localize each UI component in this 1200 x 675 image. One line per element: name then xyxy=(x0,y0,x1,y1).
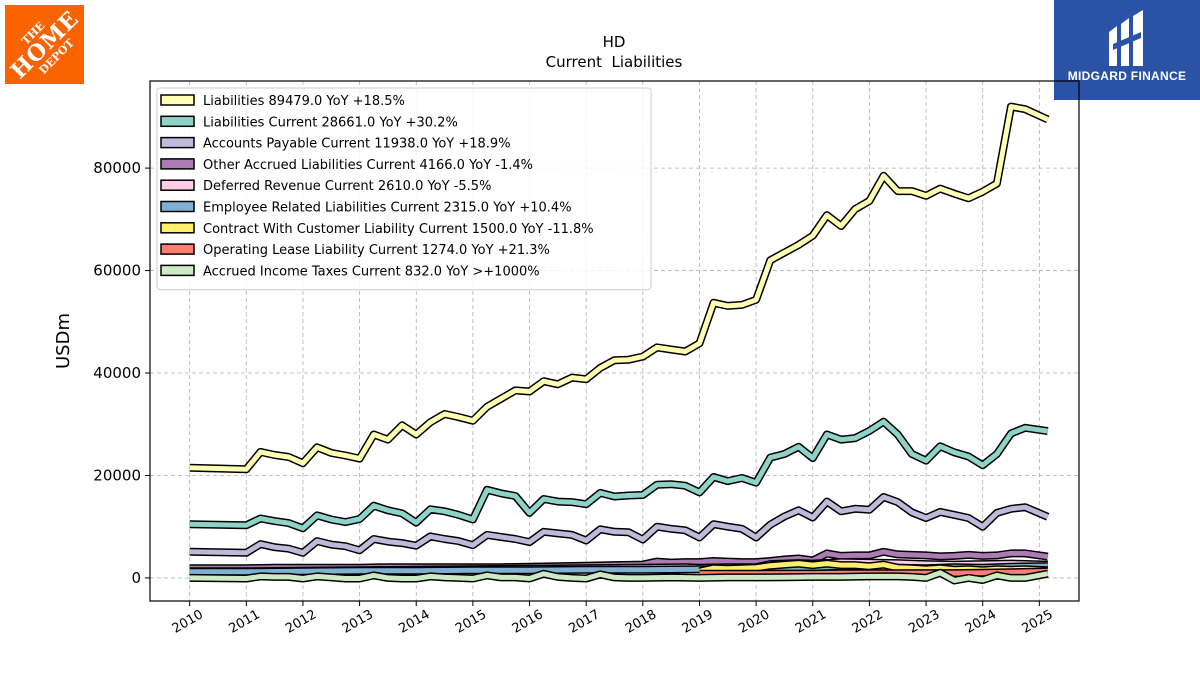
series-1 xyxy=(189,102,1050,474)
series-2 xyxy=(189,417,1049,533)
legend-entry: Other Accrued Liabilities Current 4166.0… xyxy=(160,158,533,173)
legend-label: Operating Lease Liability Current 1274.0… xyxy=(203,243,550,258)
series-line xyxy=(189,570,1049,583)
x-tick-label: 2025 xyxy=(1020,607,1056,637)
chart-title: HD xyxy=(603,33,626,51)
x-tick-label: 2015 xyxy=(453,607,489,637)
legend-label: Contract With Customer Liability Current… xyxy=(203,222,594,237)
legend-swatch xyxy=(160,264,195,277)
y-tick-label: 40000 xyxy=(93,364,141,382)
y-axis-label: USDm xyxy=(53,313,74,369)
x-tick-label: 2018 xyxy=(623,607,659,637)
x-tick-label: 2024 xyxy=(963,607,999,637)
x-tick-label: 2012 xyxy=(283,607,319,637)
legend-label: Deferred Revenue Current 2610.0 YoY -5.5… xyxy=(203,179,491,194)
legend-label: Liabilities Current 28661.0 YoY +30.2% xyxy=(203,115,458,130)
legend-entry: Accrued Income Taxes Current 832.0 YoY >… xyxy=(160,264,540,279)
legend-swatch xyxy=(160,243,195,255)
y-tick-label: 60000 xyxy=(93,262,141,280)
y-tick-label: 80000 xyxy=(93,159,141,177)
x-tick-label: 2022 xyxy=(850,607,886,637)
x-axis: 2010 2011 2012 2013 2014 2015 2016 2017 2018 2019… xyxy=(170,601,1056,637)
legend-swatch xyxy=(160,200,195,213)
legend-box xyxy=(156,87,652,291)
series-9 xyxy=(189,568,1049,585)
legend-swatch xyxy=(160,158,195,170)
x-tick-label: 2019 xyxy=(680,607,716,637)
y-tick-label: 0 xyxy=(131,569,141,587)
legend-swatch xyxy=(160,179,195,191)
plot-frame xyxy=(149,80,1080,602)
chart-subtitle: Current Liabilities xyxy=(546,53,683,71)
x-tick-label: 2023 xyxy=(906,607,942,637)
legend-label: Liabilities 89479.0 YoY +18.5% xyxy=(203,94,405,109)
x-tick-label: 2016 xyxy=(510,607,546,637)
y-axis: 0 20000 40000 60000 80000 xyxy=(93,159,150,587)
legend-label: Other Accrued Liabilities Current 4166.0… xyxy=(203,158,533,173)
y-tick-label: 20000 xyxy=(93,466,141,484)
legend-swatch xyxy=(160,115,195,128)
home-depot-logo: THE HOME DEPOT xyxy=(5,5,84,84)
midgard-mark-icon xyxy=(1109,10,1143,66)
series-outline xyxy=(189,493,1050,557)
x-tick-label: 2021 xyxy=(793,607,829,637)
legend-swatch xyxy=(160,136,195,149)
legend-label: Employee Related Liabilities Current 231… xyxy=(203,201,572,216)
series-3 xyxy=(189,493,1050,557)
legend-swatch xyxy=(160,94,195,106)
legend-entry: Deferred Revenue Current 2610.0 YoY -5.5… xyxy=(160,179,491,194)
legend-entry: Accounts Payable Current 11938.0 YoY +18… xyxy=(160,136,511,152)
legend-entry: Liabilities 89479.0 YoY +18.5% xyxy=(160,94,405,109)
legend-entry: Operating Lease Liability Current 1274.0… xyxy=(160,243,550,258)
series-layer xyxy=(189,102,1050,585)
series-line xyxy=(189,494,1049,556)
midgard-finance-logo: MIDGARD FINANCE xyxy=(1054,0,1200,100)
legend-label: Accounts Payable Current 11938.0 YoY +18… xyxy=(203,137,511,152)
x-tick-label: 2017 xyxy=(566,607,602,637)
x-tick-label: 2011 xyxy=(226,607,262,637)
legend-label: Accrued Income Taxes Current 832.0 YoY >… xyxy=(203,264,540,279)
x-tick-label: 2020 xyxy=(736,607,772,637)
series-line xyxy=(189,419,1049,531)
legend-entry: Liabilities Current 28661.0 YoY +30.2% xyxy=(160,115,458,130)
x-tick-label: 2013 xyxy=(340,607,376,637)
x-tick-label: 2014 xyxy=(396,607,432,637)
legend-swatch xyxy=(160,222,195,234)
series-line xyxy=(189,104,1049,472)
midgard-finance-name: MIDGARD FINANCE xyxy=(1067,69,1187,83)
legend-entry: Employee Related Liabilities Current 231… xyxy=(160,200,572,216)
legend: Liabilities 89479.0 YoY +18.5% Liabilitie… xyxy=(156,87,652,291)
legend-entry: Contract With Customer Liability Current… xyxy=(160,222,594,237)
x-tick-label: 2010 xyxy=(170,607,206,637)
